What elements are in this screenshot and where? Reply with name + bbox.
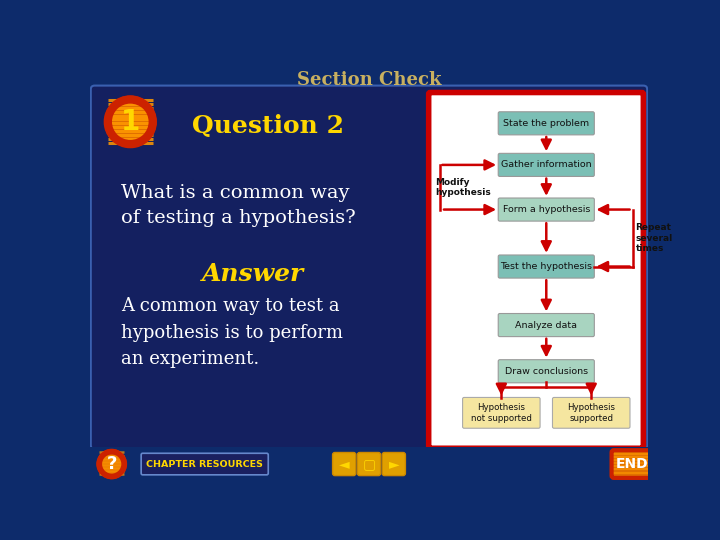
Text: END: END xyxy=(616,457,648,471)
Text: Analyze data: Analyze data xyxy=(516,321,577,329)
FancyBboxPatch shape xyxy=(498,153,594,177)
Text: Test the hypothesis: Test the hypothesis xyxy=(500,262,593,271)
Text: ►: ► xyxy=(389,457,399,471)
FancyBboxPatch shape xyxy=(498,198,594,221)
FancyBboxPatch shape xyxy=(552,397,630,428)
FancyBboxPatch shape xyxy=(357,453,381,476)
FancyBboxPatch shape xyxy=(462,397,540,428)
FancyBboxPatch shape xyxy=(333,453,356,476)
FancyBboxPatch shape xyxy=(498,314,594,336)
Text: Question 2: Question 2 xyxy=(192,114,344,138)
Text: Section Check: Section Check xyxy=(297,71,441,89)
Circle shape xyxy=(618,450,646,478)
Text: What is a common way
of testing a hypothesis?: What is a common way of testing a hypoth… xyxy=(121,184,356,227)
FancyBboxPatch shape xyxy=(498,255,594,278)
FancyBboxPatch shape xyxy=(498,360,594,383)
FancyBboxPatch shape xyxy=(91,85,647,449)
Text: Repeat
several
times: Repeat several times xyxy=(636,223,673,253)
Circle shape xyxy=(97,449,127,478)
Text: State the problem: State the problem xyxy=(503,119,590,128)
FancyBboxPatch shape xyxy=(382,453,405,476)
FancyBboxPatch shape xyxy=(141,453,269,475)
FancyBboxPatch shape xyxy=(433,97,639,444)
Text: Draw conclusions: Draw conclusions xyxy=(505,367,588,376)
Circle shape xyxy=(104,96,156,147)
FancyBboxPatch shape xyxy=(611,450,652,478)
FancyBboxPatch shape xyxy=(90,448,648,481)
Text: ▢: ▢ xyxy=(362,457,376,471)
Text: Modify
hypothesis: Modify hypothesis xyxy=(435,178,490,197)
Circle shape xyxy=(99,452,124,476)
Circle shape xyxy=(108,99,153,144)
Text: ?: ? xyxy=(107,455,117,473)
Text: Gather information: Gather information xyxy=(501,160,592,170)
Text: Hypothesis
not supported: Hypothesis not supported xyxy=(471,403,532,422)
Text: Hypothesis
supported: Hypothesis supported xyxy=(567,403,615,422)
Text: CHAPTER RESOURCES: CHAPTER RESOURCES xyxy=(146,460,263,469)
Text: A common way to test a
hypothesis is to perform
an experiment.: A common way to test a hypothesis is to … xyxy=(121,298,343,368)
Text: Form a hypothesis: Form a hypothesis xyxy=(503,205,590,214)
Text: Answer: Answer xyxy=(202,262,304,286)
Text: ◄: ◄ xyxy=(339,457,349,471)
FancyBboxPatch shape xyxy=(498,112,594,135)
FancyBboxPatch shape xyxy=(428,92,644,448)
Text: 1: 1 xyxy=(121,108,140,136)
